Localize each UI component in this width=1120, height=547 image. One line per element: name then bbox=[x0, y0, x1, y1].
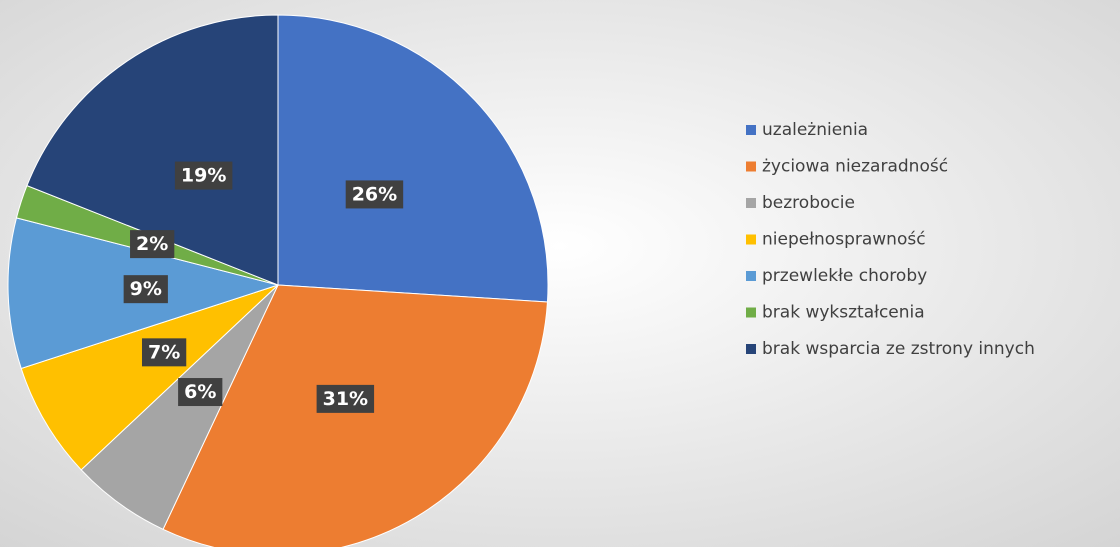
legend-swatch bbox=[746, 344, 756, 354]
legend-label: brak wsparcia ze zstrony innych bbox=[762, 339, 1035, 359]
legend-label: niepełnosprawność bbox=[762, 230, 926, 250]
pie-slice bbox=[26, 14, 279, 286]
data-label: 2% bbox=[136, 233, 168, 255]
legend-swatch bbox=[746, 198, 756, 208]
pie-slice bbox=[162, 284, 548, 547]
legend: uzależnienia życiowa niezaradność bezroboc… bbox=[746, 120, 1035, 359]
pie-slice bbox=[20, 284, 279, 471]
legend-label: bezrobocie bbox=[762, 193, 855, 213]
data-label: 9% bbox=[130, 278, 162, 300]
data-label-box bbox=[316, 384, 375, 413]
data-label-box bbox=[123, 275, 168, 304]
legend-swatch bbox=[746, 271, 756, 281]
data-label-box bbox=[178, 378, 223, 407]
data-labels: 26% 31% 6%7% 9% 2% 19% bbox=[123, 161, 404, 413]
legend-label: życiowa niezaradność bbox=[762, 157, 948, 177]
data-label: 26% bbox=[352, 183, 397, 205]
legend-swatch bbox=[746, 125, 756, 135]
legend-label: uzależnienia bbox=[762, 120, 868, 140]
data-label: 31% bbox=[323, 388, 368, 410]
data-label-box bbox=[345, 180, 404, 209]
legend-swatch bbox=[746, 234, 756, 245]
data-label: 6% bbox=[184, 381, 216, 403]
data-label-box bbox=[174, 161, 233, 190]
legend-swatch bbox=[746, 307, 756, 318]
data-label-box bbox=[141, 338, 187, 367]
legend-label: przewlekłe choroby bbox=[762, 266, 927, 286]
data-label: 19% bbox=[181, 165, 226, 187]
pie-slice bbox=[277, 14, 549, 303]
legend-label: brak wykształcenia bbox=[762, 303, 925, 323]
pie bbox=[7, 14, 549, 547]
data-label: 7% bbox=[148, 341, 180, 363]
legend-swatch bbox=[746, 161, 756, 172]
data-label-box bbox=[130, 230, 175, 259]
